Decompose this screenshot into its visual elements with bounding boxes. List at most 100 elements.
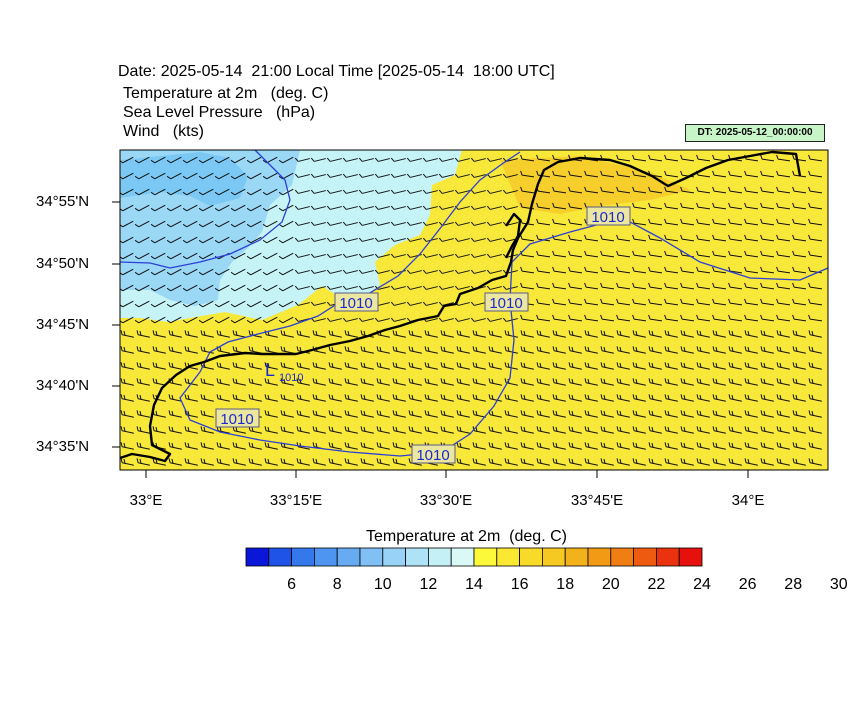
colorbar-label: 24	[693, 576, 711, 593]
wind-barb	[470, 157, 486, 162]
wind-barb	[232, 330, 246, 338]
wind-barb	[664, 410, 678, 418]
wind-barb	[376, 362, 390, 370]
wind-barb	[808, 458, 822, 466]
wind-barb	[712, 170, 727, 178]
wind-barb	[328, 458, 342, 466]
wind-barb	[792, 218, 807, 226]
wind-barb	[408, 330, 422, 338]
lat-label-34-55: 34°55'N	[36, 193, 90, 210]
wind-barb	[792, 362, 806, 370]
wind-barb	[648, 378, 662, 386]
wind-barb	[600, 282, 615, 290]
wind-barb	[200, 426, 214, 434]
wind-barb	[744, 458, 758, 466]
wind-barb	[406, 237, 422, 242]
wind-barb	[134, 252, 150, 260]
wind-barb	[438, 285, 454, 290]
lon-label-33-30e: 33°30'E	[419, 492, 473, 509]
wind-barb	[504, 442, 518, 450]
wind-barb	[280, 426, 294, 434]
wind-barb	[520, 346, 534, 354]
colorbar-swatch	[587, 547, 612, 567]
wind-barb	[406, 221, 422, 226]
wind-barb	[376, 458, 390, 466]
isobar-label-2-text: 1010	[489, 295, 522, 312]
wind-barb	[360, 362, 374, 370]
wind-barb	[390, 285, 406, 290]
wind-barb	[120, 236, 134, 244]
wind-barb	[632, 154, 647, 162]
colorbar-swatch	[496, 547, 520, 567]
wind-barb	[326, 205, 342, 210]
wind-barb	[310, 301, 326, 306]
wind-barb	[376, 426, 390, 434]
wind-barb	[120, 252, 134, 260]
wind-barb	[166, 252, 182, 260]
wind-barb	[584, 394, 598, 402]
wind-barb	[664, 346, 678, 354]
colorbar-swatch	[519, 547, 543, 567]
wind-barb	[472, 378, 486, 386]
colorbar-title: Temperature at 2m (deg. C)	[366, 528, 567, 545]
colorbar-label: 16	[510, 576, 529, 593]
wind-barb	[744, 186, 759, 194]
wind-barb	[198, 300, 214, 308]
wind-barb	[600, 346, 614, 354]
wind-barb	[552, 266, 567, 274]
wind-barb	[728, 250, 743, 258]
lon-label-33e: 33°E	[129, 492, 163, 509]
wind-barb	[328, 378, 342, 386]
wind-barb	[760, 250, 775, 258]
wind-barb	[184, 378, 198, 386]
wind-barb	[568, 250, 583, 258]
wind-barb	[568, 202, 583, 210]
wind-barb	[184, 394, 198, 402]
wind-barb	[712, 298, 727, 306]
wind-barb	[472, 362, 486, 370]
coastline-north-cyprus	[120, 150, 802, 463]
wind-barb	[456, 458, 470, 466]
lon-ticks	[145, 470, 749, 478]
colorbar-swatch	[473, 547, 498, 567]
colorbar-swatch	[291, 547, 315, 567]
wind-barb	[552, 282, 567, 290]
wind-barb	[728, 330, 742, 338]
wind-barb	[680, 314, 695, 322]
wind-barb	[648, 202, 663, 210]
wind-barb	[648, 442, 662, 450]
wind-barb	[342, 269, 358, 274]
wind-barb	[664, 186, 679, 194]
wind-barb	[344, 426, 358, 434]
wind-barb	[568, 266, 583, 274]
wind-barb	[488, 330, 502, 338]
wind-barb	[456, 442, 470, 450]
wind-barb	[792, 266, 807, 274]
wind-barb	[712, 362, 726, 370]
wind-barb	[760, 154, 775, 162]
field-wind-label: Wind (kts)	[123, 123, 204, 140]
wind-barb	[150, 172, 166, 180]
colorbar-swatch	[542, 547, 566, 567]
isobar-label-4-text: 1010	[220, 411, 253, 428]
wind-barb	[326, 285, 342, 290]
field-pressure-label: Sea Level Pressure (hPa)	[123, 104, 316, 121]
wind-barb	[166, 300, 182, 308]
wind-barb	[246, 172, 262, 180]
wind-barb	[344, 378, 358, 386]
wind-barb	[712, 250, 727, 258]
wind-barb	[776, 154, 791, 162]
isobar-label-5-text: 1010	[416, 447, 449, 464]
wind-barb	[200, 378, 214, 386]
wind-barb	[568, 218, 583, 226]
wind-barb	[696, 266, 711, 274]
wind-barb	[696, 218, 711, 226]
wind-barb	[584, 426, 598, 434]
colorbar	[245, 547, 703, 567]
wind-barb	[310, 221, 326, 226]
isobar-label-3: 1010	[586, 206, 631, 226]
wind-barb	[712, 282, 727, 290]
wind-barb	[438, 205, 454, 210]
wind-barb	[648, 330, 662, 338]
wind-barb	[536, 250, 551, 258]
